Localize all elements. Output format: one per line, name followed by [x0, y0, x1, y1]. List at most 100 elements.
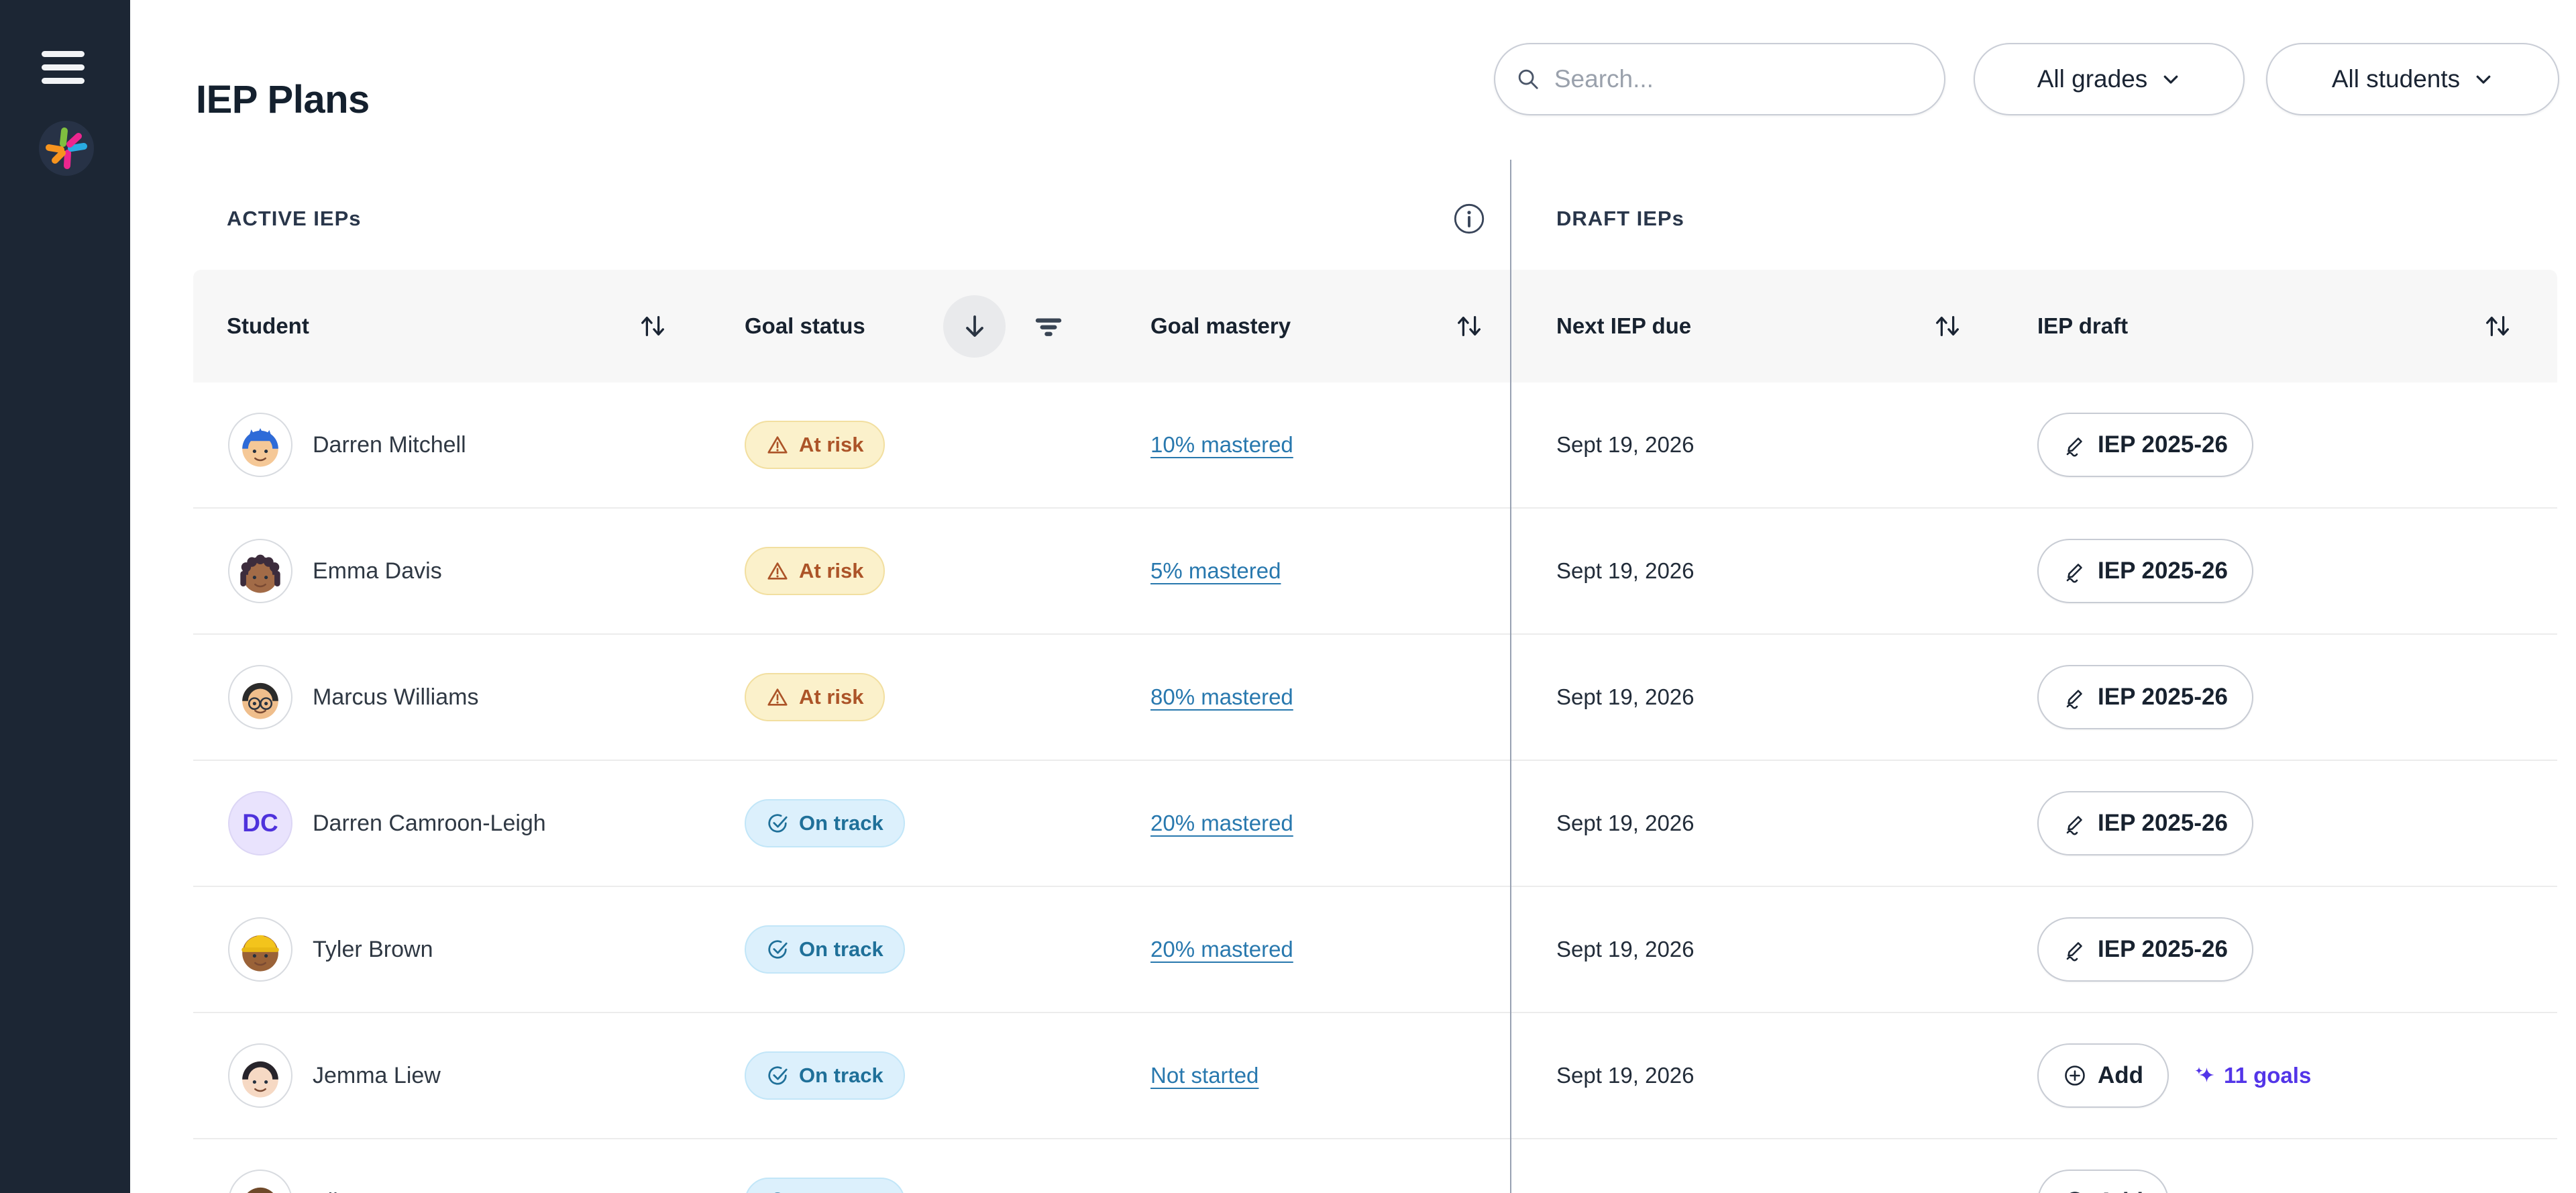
grades-filter-label: All grades	[2037, 65, 2148, 93]
add-iep-button[interactable]: Add	[2037, 1170, 2169, 1193]
column-header-student[interactable]: Student	[227, 313, 309, 338]
table-row: Jemma Liew On track Not started Sept 19,…	[193, 1013, 2557, 1139]
avatar: DC	[228, 761, 292, 886]
goal-mastery-link[interactable]: 10% mastered	[1150, 432, 1293, 457]
student-name: Ella Benson	[313, 1139, 434, 1193]
table-row: DC Darren Camroon-Leigh On track 20% mas…	[193, 761, 2557, 887]
table-header-row: Student Goal status Goal mastery Next IE…	[193, 270, 2557, 382]
student-name: Jemma Liew	[313, 1062, 441, 1088]
pencil-edit-icon	[2063, 559, 2087, 583]
warning-triangle-icon	[766, 686, 789, 709]
next-iep-due-date: Sept 19, 2026	[1556, 558, 1695, 583]
avatar-image	[228, 665, 292, 729]
table-row: Emma Davis At risk 5% mastered Sept 19, …	[193, 509, 2557, 635]
iep-draft-button[interactable]: IEP 2025-26	[2037, 665, 2253, 729]
goal-mastery-link[interactable]: 80% mastered	[1150, 684, 1293, 709]
goal-status-badge: On track	[745, 799, 905, 847]
chevron-down-icon	[2473, 69, 2493, 89]
next-iep-due-date: Sept 19, 2026	[1556, 684, 1695, 709]
goal-mastery-link[interactable]: 20% mastered	[1150, 811, 1293, 835]
column-header-next-iep-due[interactable]: Next IEP due	[1556, 313, 1692, 338]
sort-icon-iep-draft[interactable]	[2482, 311, 2513, 342]
iep-draft-cell: IEP 2025-26	[2037, 509, 2253, 633]
table-body: Darren Mitchell At risk 10% mastered Sep…	[193, 382, 2557, 1193]
hamburger-bar	[42, 78, 85, 84]
goal-status-badge: On track	[745, 1051, 905, 1100]
student-name: Emma Davis	[313, 558, 442, 584]
iep-draft-cell: Add	[2037, 1139, 2169, 1193]
student-name: Darren Camroon-Leigh	[313, 810, 546, 836]
check-circle-icon	[766, 812, 789, 835]
hamburger-bar	[42, 51, 85, 57]
avatar	[228, 382, 292, 507]
pencil-edit-icon	[2063, 811, 2087, 835]
iep-draft-cell: IEP 2025-26	[2037, 382, 2253, 507]
sort-icon-goal-mastery[interactable]	[1454, 311, 1485, 342]
warning-triangle-icon	[766, 560, 789, 582]
iep-draft-button[interactable]: IEP 2025-26	[2037, 539, 2253, 603]
avatar	[228, 1139, 292, 1193]
table-row: Marcus Williams At risk 80% mastered Sep…	[193, 635, 2557, 761]
column-header-goal-mastery[interactable]: Goal mastery	[1150, 313, 1291, 338]
students-filter-dropdown[interactable]: All students	[2266, 43, 2559, 115]
avatar-initials: DC	[228, 791, 292, 855]
goal-status-badge: On track	[745, 1178, 905, 1193]
goal-status-badge: At risk	[745, 673, 885, 721]
student-name: Marcus Williams	[313, 684, 479, 710]
check-circle-icon	[766, 1190, 789, 1193]
avatar-image	[228, 413, 292, 477]
iep-table: Student Goal status Goal mastery Next IE…	[193, 270, 2557, 1193]
iep-draft-cell: IEP 2025-26	[2037, 635, 2253, 760]
goal-mastery-link[interactable]: 80% mastered	[1150, 1189, 1293, 1193]
table-row: Ella Benson On track 80% mastered Overdu…	[193, 1139, 2557, 1193]
sparkle-icon	[2193, 1064, 2217, 1088]
goal-status-badge: On track	[745, 925, 905, 974]
plus-circle-icon	[2063, 1064, 2087, 1088]
avatar	[228, 635, 292, 760]
plus-circle-icon	[2063, 1190, 2087, 1193]
column-header-goal-status[interactable]: Goal status	[745, 313, 865, 338]
goal-status-badge: At risk	[745, 547, 885, 595]
table-row: Tyler Brown On track 20% mastered Sept 1…	[193, 887, 2557, 1013]
next-iep-due-date: Sept 19, 2026	[1556, 937, 1695, 962]
iep-draft-button[interactable]: IEP 2025-26	[2037, 413, 2253, 477]
sort-icon-student[interactable]	[637, 311, 668, 342]
goal-mastery-link[interactable]: 20% mastered	[1150, 937, 1293, 962]
avatar-image	[228, 917, 292, 982]
student-name: Darren Mitchell	[313, 431, 466, 458]
iep-draft-button[interactable]: IEP 2025-26	[2037, 917, 2253, 982]
sidebar	[0, 0, 130, 1193]
grades-filter-dropdown[interactable]: All grades	[1974, 43, 2245, 115]
iep-draft-cell: IEP 2025-26	[2037, 761, 2253, 886]
column-header-iep-draft[interactable]: IEP draft	[2037, 313, 2129, 338]
avatar-image	[228, 1170, 292, 1193]
next-iep-due-date: Sept 19, 2026	[1556, 1063, 1695, 1088]
filter-icon[interactable]	[1033, 311, 1064, 342]
avatar-image	[228, 539, 292, 603]
students-filter-label: All students	[2331, 65, 2461, 93]
arrow-down-icon	[959, 311, 991, 343]
pencil-edit-icon	[2063, 937, 2087, 962]
sort-icon-next-iep-due[interactable]	[1932, 311, 1963, 342]
hamburger-menu-icon[interactable]	[42, 51, 85, 85]
avatar	[228, 887, 292, 1012]
table-row: Darren Mitchell At risk 10% mastered Sep…	[193, 382, 2557, 509]
iep-draft-cell: IEP 2025-26	[2037, 887, 2253, 1012]
check-circle-icon	[766, 938, 789, 961]
page-title: IEP Plans	[196, 77, 370, 121]
info-icon[interactable]	[1453, 203, 1485, 235]
goal-mastery-link[interactable]: Not started	[1150, 1063, 1259, 1088]
chevron-down-icon	[2161, 69, 2181, 89]
sort-descending-button[interactable]	[943, 295, 1006, 358]
search-input[interactable]	[1552, 64, 1924, 94]
goal-status-badge: At risk	[745, 421, 885, 469]
search-input-container[interactable]	[1494, 43, 1945, 115]
goal-mastery-link[interactable]: 5% mastered	[1150, 558, 1281, 583]
section-divider	[1510, 160, 1511, 1193]
ai-goals-link[interactable]: 11 goals	[2193, 1063, 2311, 1088]
iep-draft-button[interactable]: IEP 2025-26	[2037, 791, 2253, 855]
warning-triangle-icon	[766, 433, 789, 456]
hamburger-bar	[42, 64, 85, 70]
add-iep-button[interactable]: Add	[2037, 1043, 2169, 1108]
app-logo-asterisk-icon[interactable]	[39, 121, 94, 176]
